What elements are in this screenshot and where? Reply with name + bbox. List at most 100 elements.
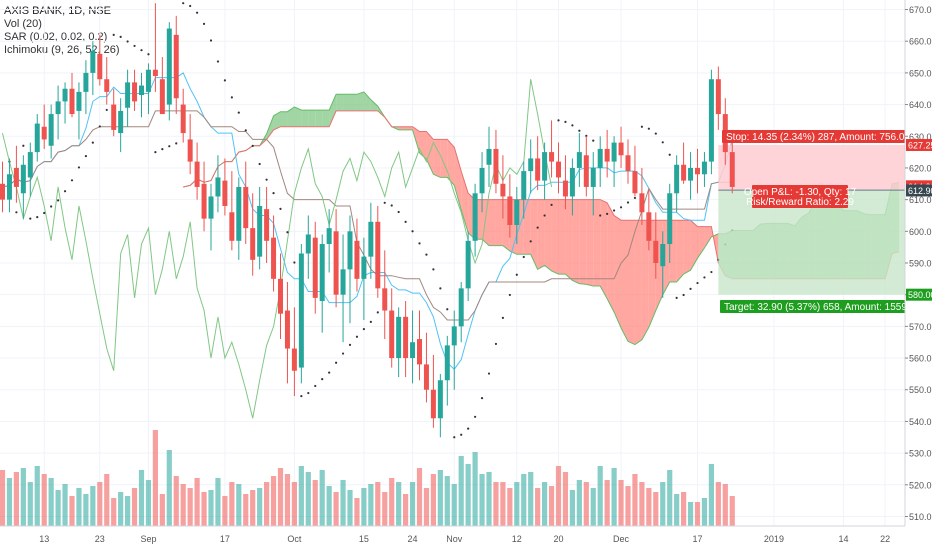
sar-dot — [529, 240, 532, 243]
legend-sar: SAR (0.02, 0.02, 0.2) — [4, 31, 108, 43]
sar-dot — [585, 134, 588, 137]
candle-body — [514, 199, 520, 225]
candle-body — [173, 34, 179, 99]
cloud-segment — [350, 94, 357, 111]
cloud-segment — [544, 199, 552, 271]
candle-body — [486, 148, 492, 165]
time-tick-label: Oct — [287, 534, 302, 544]
volume-bar — [639, 482, 645, 526]
volume-bar — [423, 488, 430, 526]
candle-body — [688, 167, 694, 181]
sar-dot — [154, 150, 157, 154]
rr-label: Risk/Reward Ratio: 2.29 — [746, 197, 854, 208]
sar-dot — [50, 205, 53, 208]
sar-dot — [557, 119, 560, 122]
cloud-segment — [454, 147, 462, 210]
cloud-segment — [537, 199, 545, 270]
sar-dot — [522, 255, 525, 259]
volume-bar — [569, 490, 575, 526]
time-tick-label: 14 — [838, 534, 848, 544]
candle-body — [20, 164, 26, 194]
cloud-segment — [398, 126, 406, 130]
volume-bar — [542, 482, 548, 526]
cloud-segment — [676, 220, 684, 283]
volume-bar — [486, 472, 492, 526]
candle-body — [284, 310, 290, 349]
volume-bar — [333, 492, 339, 526]
volume-bar — [69, 496, 75, 526]
chart-title: AXIS BANK, 1D, NSE — [4, 5, 111, 17]
volume-bar — [722, 484, 728, 526]
volume-bar — [396, 482, 402, 526]
candle-body — [423, 364, 429, 390]
candle-body — [695, 167, 700, 175]
volume-bar — [632, 474, 638, 526]
sar-dot — [223, 79, 226, 82]
cloud-segment — [447, 139, 455, 186]
volume-bar — [653, 492, 659, 526]
volume-bar — [562, 472, 569, 526]
sar-dot — [335, 361, 338, 364]
time-axis[interactable]: 13 23 Sep 17 Oct 15 24 Nov 12 20 Dec 17 2019 14 22 — [0, 525, 905, 544]
volume-bar — [222, 496, 228, 526]
volume-bar — [34, 466, 40, 526]
price-tick-label: 570.0 — [909, 322, 932, 332]
price-tick-label: 590.0 — [909, 259, 932, 269]
volume-bar — [0, 470, 6, 526]
pnl-label: Open P&L: -1.30, Qty: 17 — [744, 187, 857, 198]
candle-body — [528, 158, 534, 172]
short-position-tool[interactable] — [718, 144, 920, 295]
candle-body — [83, 72, 89, 92]
cloud-segment — [370, 99, 378, 111]
volume-bar — [180, 484, 186, 526]
candle-body — [201, 183, 207, 219]
sar-dot — [474, 415, 477, 418]
pnl-label-bg — [752, 185, 848, 208]
price-label: 580.00 — [908, 290, 932, 300]
volume-bar — [583, 482, 589, 526]
lagging-line — [2, 79, 553, 419]
volume-bar — [13, 472, 19, 526]
sar-dot — [571, 124, 574, 127]
candle-body — [69, 88, 75, 115]
sar-dot — [43, 211, 46, 215]
sar-dot — [619, 206, 623, 209]
cloud-segment — [356, 91, 364, 111]
time-tick-label: Nov — [446, 534, 463, 544]
volume-bar — [416, 468, 423, 526]
candle-body — [507, 196, 513, 225]
volume-bar — [83, 494, 89, 526]
price-axis[interactable]: 510.0 520.0 530.0 540.0 550.0 560.0 570.0 580.0… — [904, 0, 932, 550]
candle-body — [118, 110, 124, 134]
volume-bar — [403, 494, 409, 526]
candle-body — [305, 234, 311, 254]
volume-bar — [444, 476, 450, 526]
sar-dot — [22, 144, 25, 147]
time-tick-label: 13 — [39, 534, 49, 544]
position-labels: Stop: 14.35 (2.34%) 287, Amount: 756.05 T… — [720, 130, 920, 313]
candle-body — [437, 380, 443, 419]
volume-bar — [55, 490, 61, 526]
volume-bar — [312, 480, 318, 526]
sar-dot — [258, 162, 261, 166]
sar-dot — [133, 44, 136, 48]
volume-bar — [382, 492, 388, 526]
sar-dot — [710, 270, 713, 274]
volume-bars — [0, 430, 735, 526]
candle-body — [6, 174, 12, 200]
candle-body — [104, 79, 110, 92]
candle-body — [139, 85, 144, 96]
volume-bar — [430, 474, 436, 526]
cloud-segment — [273, 111, 281, 130]
candle-body — [521, 171, 527, 200]
cloud-segment — [329, 94, 337, 127]
candle-body — [257, 205, 263, 257]
volume-bar — [76, 488, 82, 526]
sar-dot — [182, 2, 185, 5]
sar-dot — [112, 33, 115, 36]
candle-body — [562, 180, 568, 197]
candle-body — [27, 152, 33, 178]
volume-bar — [173, 476, 179, 526]
volume-bar — [576, 480, 582, 526]
